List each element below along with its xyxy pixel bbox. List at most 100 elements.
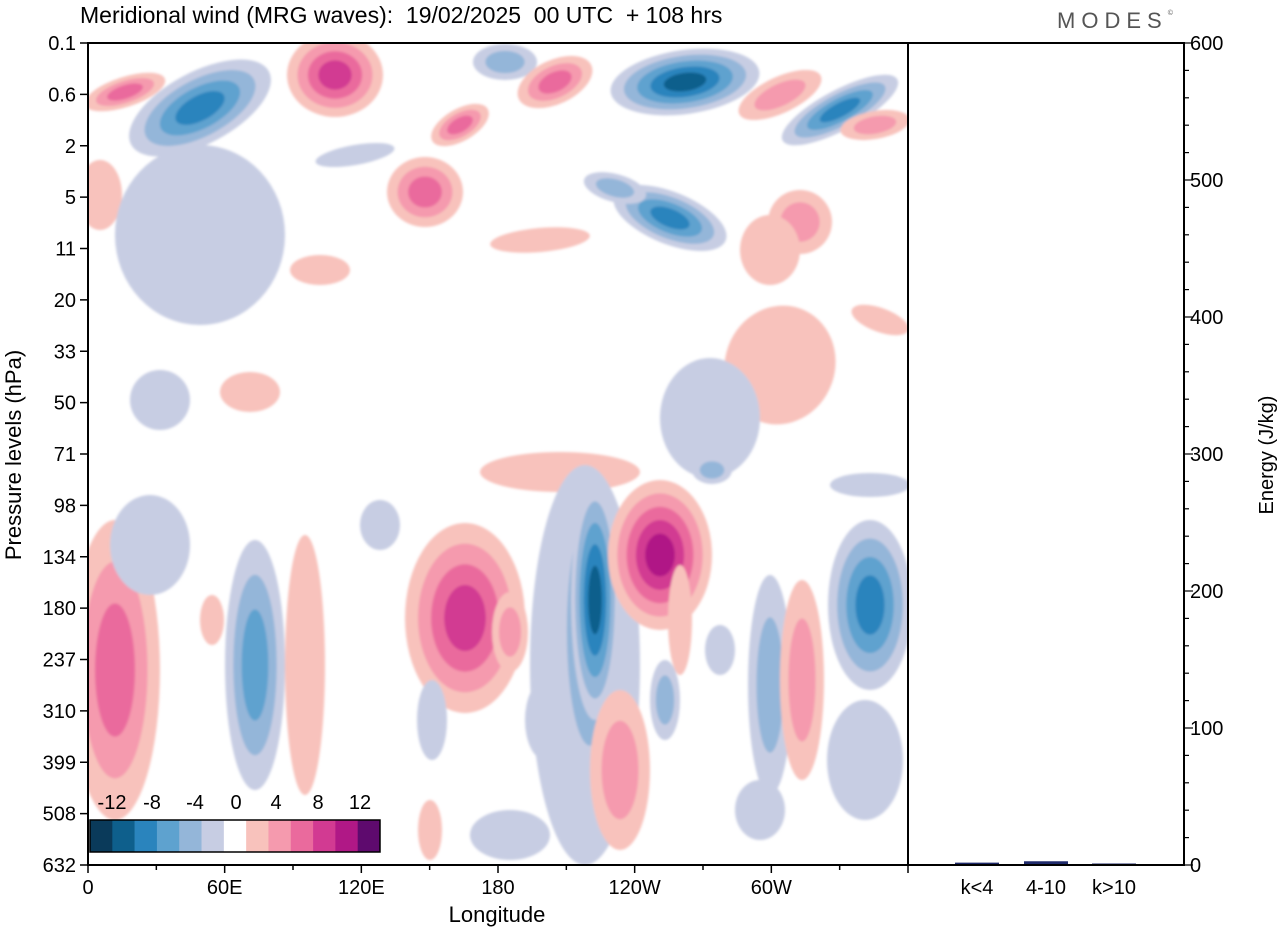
negative-wind-contour (819, 97, 861, 123)
negative-wind-contour (130, 370, 190, 430)
energy-bar (1024, 861, 1068, 864)
colorbar-swatch (290, 820, 314, 852)
negative-wind-contour (756, 617, 784, 753)
energy-tick-label: 200 (1190, 581, 1223, 603)
pressure-tick-label: 33 (54, 341, 76, 363)
negative-wind-contour (705, 625, 735, 675)
contour-layer (88, 43, 908, 865)
chart-title: Meridional wind (MRG waves): 19/02/2025 … (80, 2, 723, 28)
positive-wind-contour (754, 79, 806, 111)
positive-wind-contour (490, 227, 590, 253)
energy-bar (1092, 863, 1136, 864)
energy-tick-label: 600 (1190, 33, 1223, 55)
positive-wind-contour (740, 215, 800, 285)
pressure-tick-label: 11 (55, 239, 76, 261)
colorbar-swatch (268, 820, 292, 852)
positive-wind-contour (447, 115, 473, 135)
colorbar-swatch (313, 820, 336, 852)
positive-wind-contour (220, 372, 280, 412)
positive-wind-contour (853, 115, 897, 135)
pressure-tick-label: 237 (43, 650, 76, 672)
negative-wind-contour (735, 780, 785, 840)
pressure-tick-label: 508 (43, 804, 76, 826)
negative-wind-contour (699, 461, 725, 479)
energy-category-label: k>10 (1092, 877, 1136, 899)
energy-axis-title: Energy (J/kg) (1256, 396, 1278, 515)
positive-wind-contour (285, 535, 325, 795)
y-axis-title: Pressure levels (hPa) (1, 350, 26, 560)
negative-wind-contour (650, 206, 690, 230)
longitude-tick-label: 60E (207, 877, 243, 899)
negative-wind-contour (588, 565, 602, 635)
pressure-tick-label: 20 (54, 290, 76, 312)
negative-wind-contour (595, 178, 635, 198)
longitude-axis: 0 60E 120E 180 120W 60W (82, 865, 909, 899)
logo-text: MODES (1057, 8, 1168, 33)
negative-wind-contour (470, 810, 550, 860)
colorbar-swatch (246, 820, 269, 852)
colorbar-swatch (134, 820, 158, 852)
longitude-tick-label: 120W (609, 877, 661, 899)
positive-wind-contour (498, 607, 522, 657)
negative-wind-contour (660, 358, 760, 478)
positive-wind-contour (318, 60, 352, 90)
negative-wind-contour (315, 142, 395, 168)
negative-wind-contour (655, 675, 675, 725)
colorbar-swatch (223, 820, 247, 852)
energy-tick-label: 300 (1190, 444, 1223, 466)
positive-wind-contour (668, 565, 692, 675)
colorbar-label: -12 (98, 792, 127, 814)
colorbar-swatch (112, 820, 135, 852)
pressure-tick-label: 310 (43, 701, 76, 723)
x-axis-title: Longitude (449, 902, 546, 927)
colorbar-label: 12 (349, 792, 371, 814)
positive-wind-contour (200, 595, 224, 645)
colorbar-label: 8 (312, 792, 323, 814)
pressure-tick-label: 180 (43, 598, 76, 620)
energy-bar (955, 862, 999, 864)
negative-wind-contour (175, 91, 225, 125)
longitude-tick-label: 0 (82, 877, 93, 899)
colorbar-swatch (201, 820, 225, 852)
colorbar-frame (89, 819, 381, 853)
negative-wind-contour (110, 495, 190, 595)
colorbar-label: 4 (270, 792, 281, 814)
energy-category-label: 4-10 (1026, 877, 1066, 899)
positive-wind-contour (408, 176, 442, 208)
negative-wind-contour (241, 609, 269, 721)
colorbar-swatch (156, 820, 180, 852)
colorbar-swatch (90, 820, 113, 852)
colorbar-swatch (335, 820, 358, 852)
negative-wind-contour (525, 680, 565, 760)
negative-wind-contour (855, 575, 885, 635)
positive-wind-contour (95, 603, 135, 737)
colorbar-label: 0 (230, 792, 241, 814)
colorbar-label: -8 (143, 792, 161, 814)
modes-logo: MODES© (1057, 8, 1173, 34)
pressure-tick-label: 2 (65, 136, 76, 158)
negative-wind-contour (827, 700, 903, 820)
positive-wind-contour (444, 584, 486, 652)
negative-wind-contour (360, 500, 400, 550)
colorbar-label: -4 (186, 792, 204, 814)
energy-tick-label: 0 (1190, 855, 1201, 877)
negative-wind-contour (663, 72, 707, 92)
positive-wind-contour (645, 533, 675, 577)
energy-bars: k<4 4-10 k>10 (955, 861, 1136, 899)
pressure-tick-label: 98 (54, 495, 76, 517)
pressure-tick-label: 632 (43, 855, 76, 877)
longitude-tick-label: 120E (338, 877, 385, 899)
energy-category-label: k<4 (961, 877, 994, 899)
logo-mark: © (1167, 10, 1173, 17)
pressure-tick-label: 0.6 (48, 84, 76, 106)
positive-wind-contour (418, 800, 442, 860)
pressure-tick-label: 399 (43, 752, 76, 774)
pressure-tick-label: 50 (54, 393, 76, 415)
negative-wind-contour (417, 680, 447, 760)
positive-wind-contour (538, 70, 572, 94)
pressure-tick-label: 134 (43, 547, 76, 569)
longitude-tick-label: 60W (751, 877, 792, 899)
pressure-tick-label: 71 (54, 444, 76, 466)
longitude-tick-label: 180 (481, 877, 514, 899)
